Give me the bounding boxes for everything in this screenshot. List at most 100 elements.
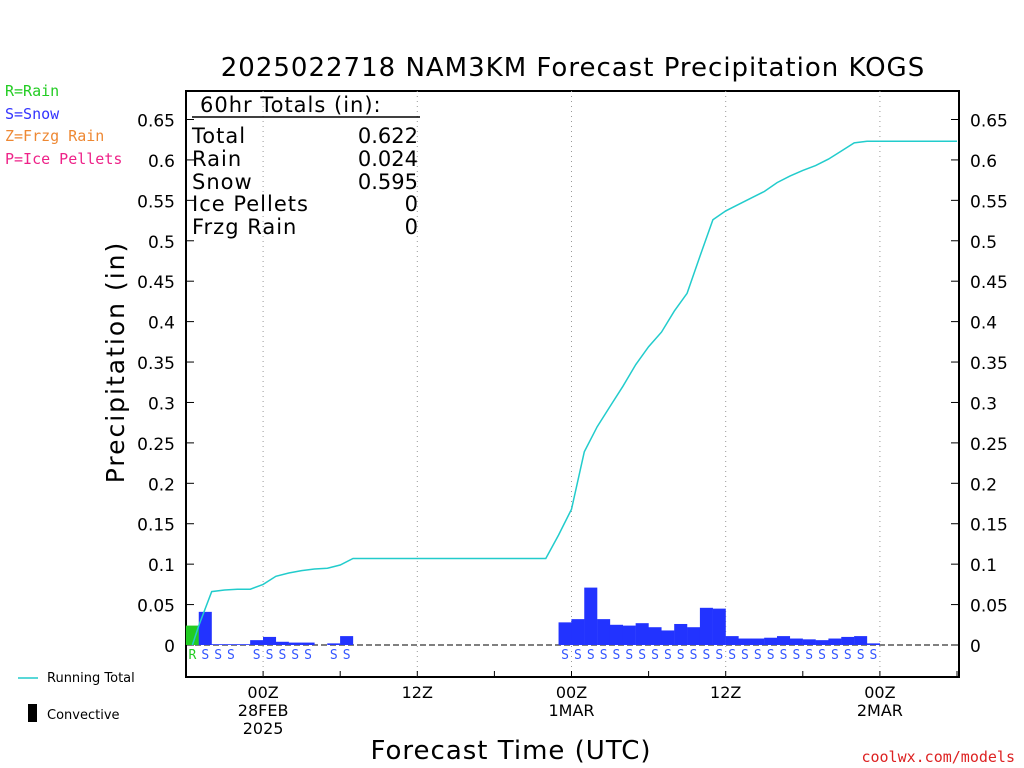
- snow-bar: [558, 622, 572, 645]
- ptype-marker: S: [780, 648, 788, 663]
- snow-bar: [635, 623, 649, 645]
- snow-bar: [584, 587, 598, 645]
- y-tick-label-right: 0.55: [970, 192, 1008, 212]
- y-tick-label-right: 0.1: [970, 556, 997, 576]
- ptype-marker: S: [600, 648, 608, 663]
- ptype-marker: S: [343, 648, 351, 663]
- ptype-marker: S: [767, 648, 775, 663]
- x-tick-label: 1MAR: [548, 701, 594, 720]
- snow-bar: [648, 627, 662, 645]
- ptype-marker: S: [792, 648, 800, 663]
- legend-ice-pellets: P=Ice Pellets: [5, 150, 122, 168]
- legend-frzg-rain: Z=Frzg Rain: [5, 127, 104, 145]
- y-axis-right: 0 0.05 0.1 0.15 0.2 0.25 0.3 0.35 0.4 0.45 0.5 0.55…: [951, 112, 1008, 657]
- y-axis-label: Precipitation (in): [101, 241, 130, 484]
- snow-bar: [841, 636, 855, 645]
- snow-bar: [866, 643, 880, 645]
- ptype-marker: S: [613, 648, 621, 663]
- ptype-marker: S: [574, 648, 582, 663]
- x-tick-label: 00Z: [556, 683, 587, 702]
- rain-value: 0.024: [358, 147, 418, 171]
- ptype-marker: S: [805, 648, 813, 663]
- y-tick-label-right: 0.35: [970, 354, 1008, 374]
- y-tick-label-left: 0.15: [137, 516, 175, 536]
- footer-credit: coolwx.com/models: [861, 748, 1015, 766]
- ptype-marker: S: [625, 648, 633, 663]
- ice-pellets-label: Ice Pellets: [192, 192, 309, 216]
- ptype-marker: S: [330, 648, 338, 663]
- x-tick-label: 2MAR: [857, 701, 903, 720]
- total-value: 0.622: [358, 124, 418, 148]
- ptype-marker: S: [844, 648, 852, 663]
- totals-table: 60hr Totals (in): Total 0.622 Rain 0.024…: [191, 93, 420, 239]
- y-tick-label-right: 0.45: [970, 273, 1008, 293]
- y-tick-label-left: 0: [164, 637, 175, 657]
- ptype-marker: S: [561, 648, 569, 663]
- snow-bar: [828, 638, 842, 645]
- y-tick-label-left: 0.1: [148, 556, 175, 576]
- snow-bar: [327, 643, 341, 645]
- ptype-marker: S: [638, 648, 646, 663]
- ptype-marker: S: [703, 648, 711, 663]
- ice-pellets-value: 0: [405, 192, 418, 216]
- x-tick-label: 12Z: [402, 683, 433, 702]
- y-tick-label-left: 0.6: [148, 152, 175, 172]
- x-axis-label: Forecast Time (UTC): [370, 736, 651, 766]
- frzg-rain-label: Frzg Rain: [192, 215, 297, 239]
- y-tick-label-right: 0.15: [970, 516, 1008, 536]
- ptype-marker: S: [677, 648, 685, 663]
- ptype-marker: S: [831, 648, 839, 663]
- ptype-marker: S: [664, 648, 672, 663]
- y-tick-label-left: 0.2: [148, 475, 175, 495]
- legend-rain: R=Rain: [5, 82, 59, 100]
- snow-bar: [224, 644, 238, 645]
- rain-bar: [185, 625, 199, 645]
- snow-label: Snow: [192, 170, 253, 194]
- y-tick-label-right: 0.5: [970, 233, 997, 253]
- legend-snow: S=Snow: [5, 105, 60, 123]
- snow-bar: [340, 636, 354, 645]
- y-tick-label-left: 0.45: [137, 273, 175, 293]
- y-tick-label-left: 0.05: [137, 597, 175, 617]
- chart-title: 2025022718 NAM3KM Forecast Precipitation…: [221, 53, 925, 83]
- snow-bar: [712, 608, 726, 645]
- precip-bars: [185, 587, 880, 645]
- snow-value: 0.595: [358, 170, 418, 194]
- ptype-marker: S: [266, 648, 274, 663]
- ptype-marker: S: [253, 648, 261, 663]
- ptype-marker: S: [741, 648, 749, 663]
- snow-bar: [661, 630, 675, 645]
- ptype-marker: S: [587, 648, 595, 663]
- snow-bar: [699, 607, 713, 645]
- y-tick-label-left: 0.5: [148, 233, 175, 253]
- ptype-marker: S: [728, 648, 736, 663]
- y-tick-label-right: 0.6: [970, 152, 997, 172]
- y-tick-label-right: 0.4: [970, 314, 997, 334]
- ptype-marker: S: [214, 648, 222, 663]
- ptype-marker: S: [651, 648, 659, 663]
- snow-bar: [622, 625, 636, 645]
- y-tick-label-left: 0.25: [137, 435, 175, 455]
- ptype-marker: R: [189, 648, 197, 663]
- ptype-marker: S: [857, 648, 865, 663]
- snow-bar: [854, 636, 868, 645]
- snow-bar: [211, 644, 225, 645]
- snow-bar: [250, 640, 264, 645]
- frzg-rain-value: 0: [405, 215, 418, 239]
- total-label: Total: [191, 124, 246, 148]
- y-axis-left: 0 0.05 0.1 0.15 0.2 0.25 0.3 0.35 0.4 0.45 0.5 0.55…: [137, 112, 194, 657]
- y-tick-label-left: 0.65: [137, 112, 175, 132]
- snow-bar: [288, 642, 302, 645]
- y-tick-label-right: 0.65: [970, 112, 1008, 132]
- ptype-marker: S: [278, 648, 286, 663]
- series-legend: Running Total Convective: [18, 671, 135, 723]
- snow-bar: [263, 636, 277, 645]
- snow-bar: [237, 644, 251, 645]
- ptype-marker: S: [227, 648, 235, 663]
- snow-bar: [301, 642, 315, 645]
- running-total-line: [191, 140, 957, 646]
- ptype-marker: S: [754, 648, 762, 663]
- totals-header: 60hr Totals (in):: [200, 93, 382, 117]
